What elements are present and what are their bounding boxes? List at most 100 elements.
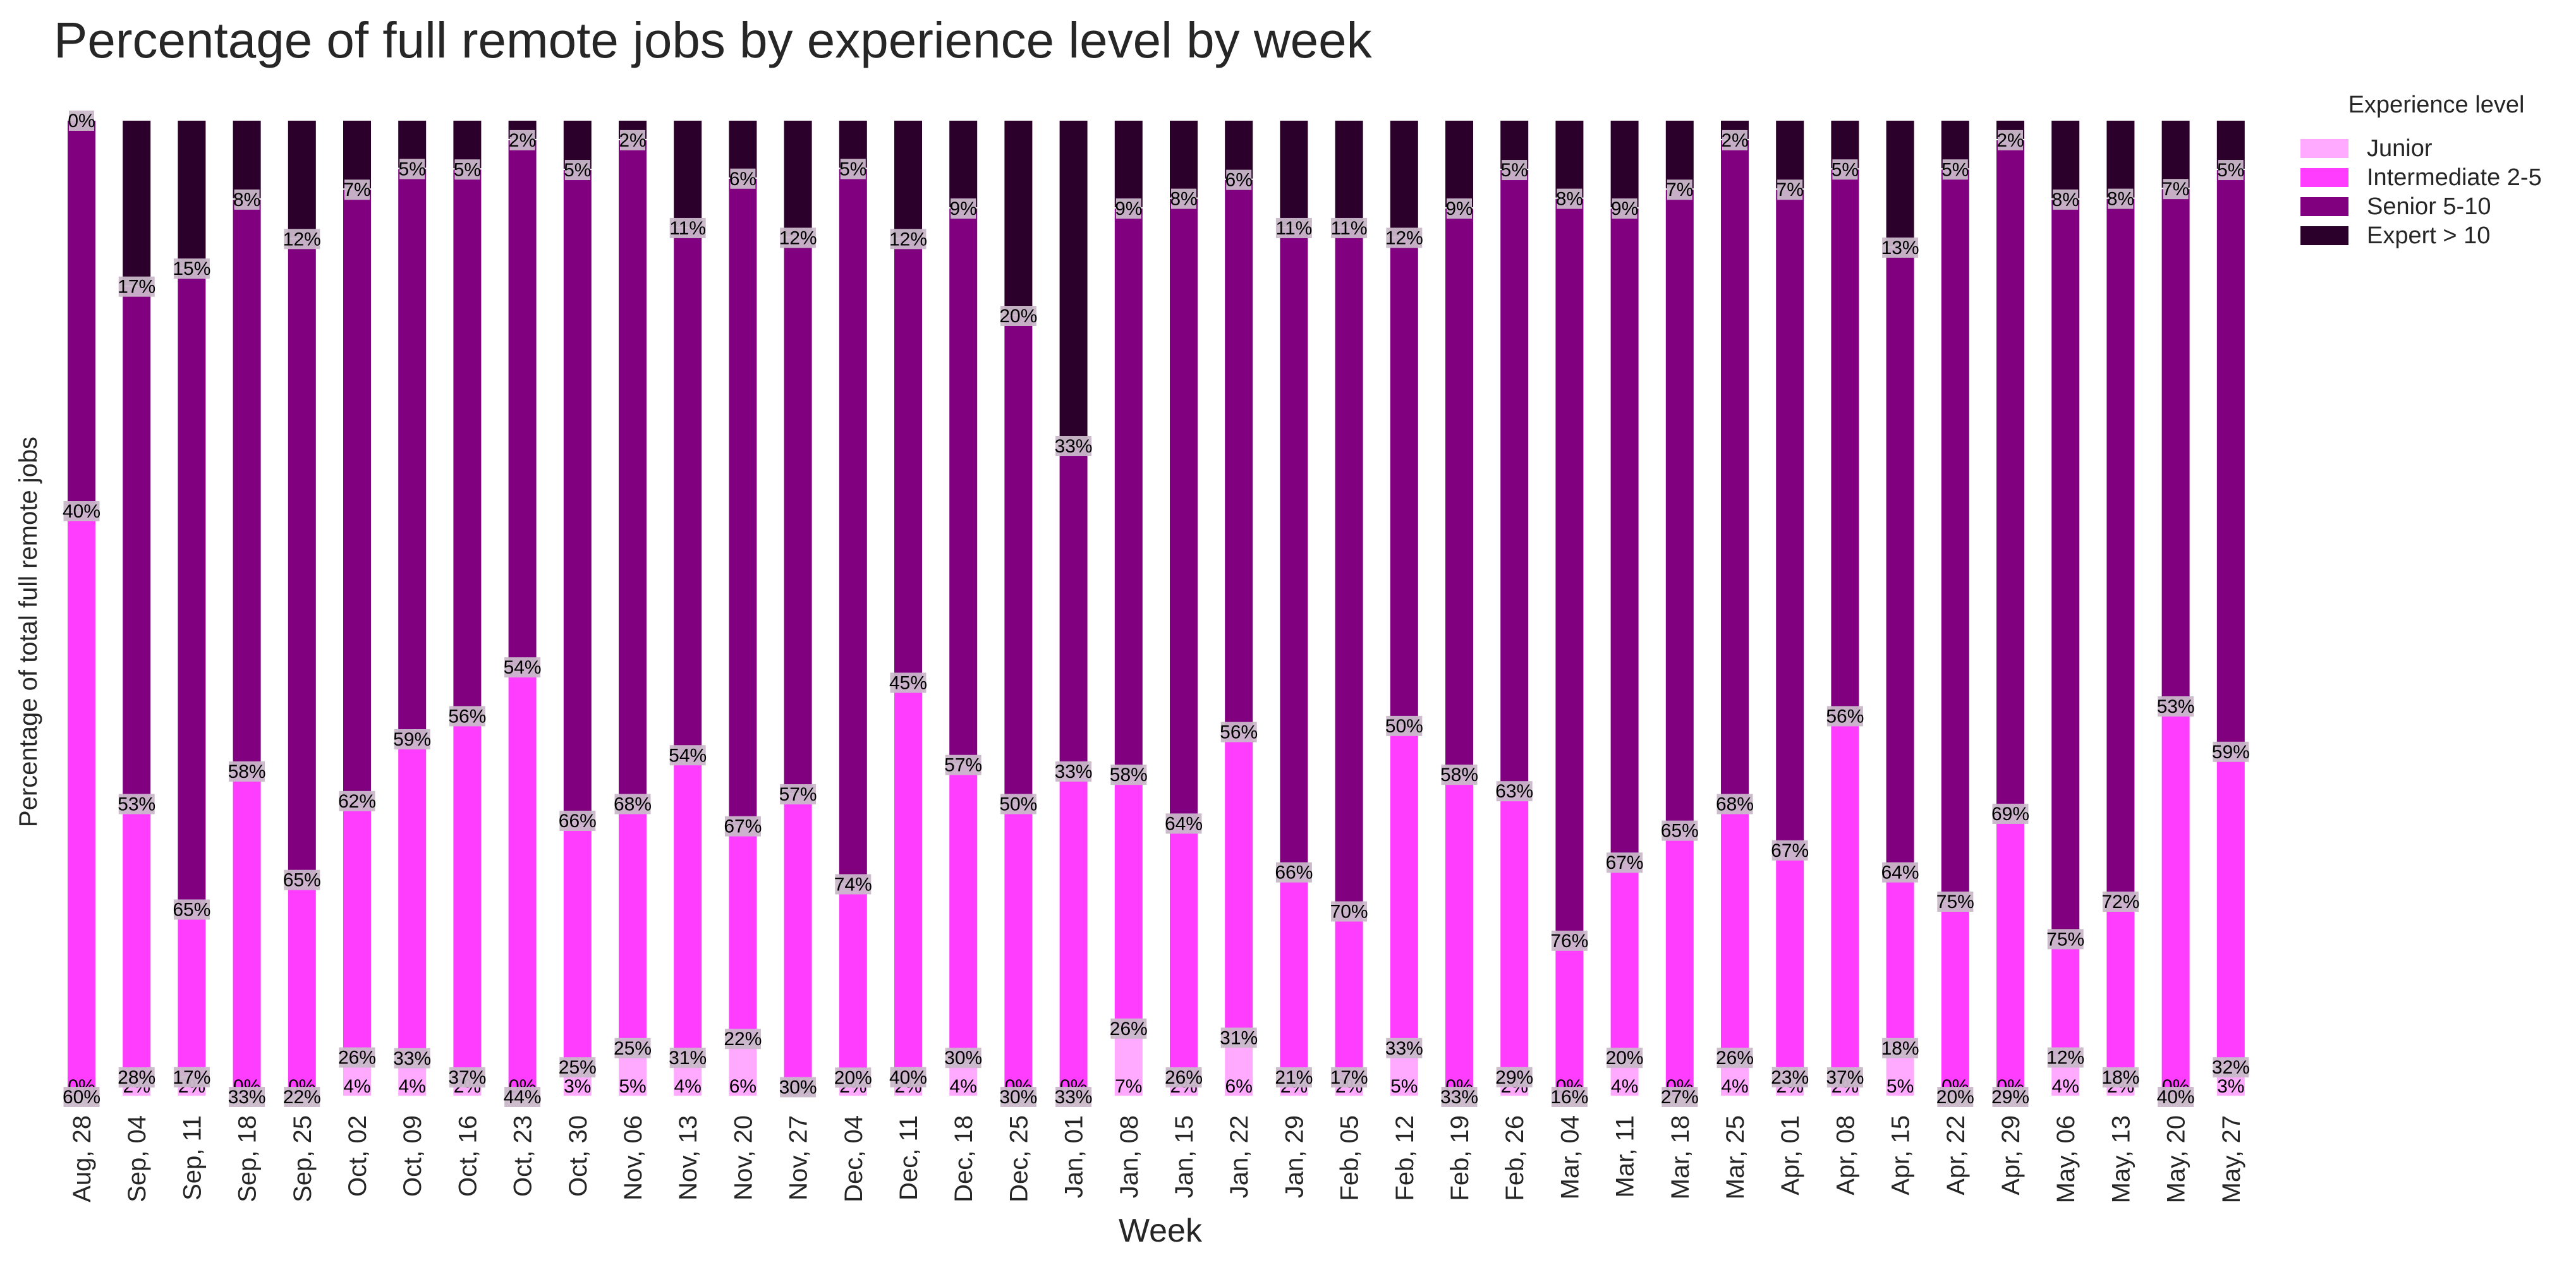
data-label-bg [1165,813,1202,834]
data-label-junior-mar-25: 4% [1721,1076,1748,1097]
data-label-bg [234,189,260,210]
data-label-bg [669,217,706,238]
x-tick-label-mar-18: Mar, 18 [1667,1115,1694,1199]
bar-intermediate-2-5-oct-30 [562,820,593,1068]
x-tick-label-jan-08: Jan, 08 [1115,1115,1143,1198]
data-label-bg [1055,436,1092,456]
data-label-expert-10-nov-13: 11% [669,218,706,239]
data-label-senior-5-10-feb-12: 50% [1385,716,1423,737]
data-label-expert-10-oct-30: 5% [564,160,591,181]
data-label-expert-10-sep-04: 17% [118,277,155,298]
x-tick-label-nov-20: Nov, 20 [729,1115,757,1201]
bar-expert-10-feb-12 [1388,119,1419,238]
data-label-expert-10-oct-02: 7% [343,179,370,200]
data-label-bg [1055,1087,1092,1107]
data-label-expert-10-nov-06: 2% [619,130,646,151]
data-label-bg [1607,852,1643,873]
data-label-intermediate-2-5-jan-22: 31% [1220,1027,1258,1048]
data-label-intermediate-2-5-jan-15: 26% [1165,1067,1203,1088]
legend-swatch-senior-5-10 [2300,197,2348,216]
data-label-bg [1226,169,1252,190]
bar-intermediate-2-5-oct-16 [452,715,483,1078]
data-label-bg [1165,1067,1202,1088]
data-label-senior-5-10-apr-29: 69% [1991,804,2029,825]
data-label-junior-dec-18: 4% [950,1076,977,1097]
data-label-intermediate-2-5-jan-29: 21% [1275,1067,1313,1088]
data-label-bg [1000,1087,1036,1107]
data-label-bg [1386,715,1423,736]
data-label-senior-5-10-jan-22: 56% [1220,722,1258,743]
x-tick-label-sep-04: Sep, 04 [123,1115,151,1202]
x-tick-label-apr-29: Apr, 29 [1997,1115,2025,1195]
data-label-intermediate-2-5-nov-20: 22% [724,1029,762,1050]
bar-intermediate-2-5-jan-29 [1279,871,1309,1078]
data-label-bg [2158,696,2194,717]
bar-intermediate-2-5-feb-05 [1334,910,1364,1078]
bar-intermediate-2-5-dec-18 [948,763,979,1058]
data-label-senior-5-10-feb-05: 70% [1330,901,1368,922]
bar-expert-10-mar-18 [1664,119,1695,190]
bar-expert-10-sep-11 [176,119,207,269]
data-label-bg [2102,1067,2139,1088]
data-label-bg [1331,901,1368,922]
data-label-bg [1275,862,1312,883]
data-label-bg [1171,188,1196,209]
bar-intermediate-2-5-apr-01 [1775,849,1806,1077]
data-label-bg [1000,794,1036,814]
bar-intermediate-2-5-oct-09 [397,738,428,1058]
x-tick-label-jan-22: Jan, 22 [1225,1115,1253,1198]
bar-expert-10-mar-11 [1609,119,1640,209]
legend-label-intermediate-2-5: Intermediate 2-5 [2367,164,2542,191]
bar-expert-10-dec-11 [893,119,923,239]
data-label-bg [1832,159,1858,180]
data-label-senior-5-10-may-20: 53% [2157,696,2195,717]
data-label-bg [1386,1038,1423,1058]
bar-senior-5-10-apr-22 [1940,168,1971,902]
bar-expert-10-nov-13 [672,119,703,228]
bar-expert-10-mar-04 [1554,119,1585,199]
data-label-junior-may-06: 4% [2052,1076,2079,1097]
bar-intermediate-2-5-sep-25 [286,878,317,1097]
data-label-expert-10-mar-04: 8% [1556,189,1583,210]
data-label-senior-5-10-apr-01: 67% [1771,840,1809,861]
data-label-intermediate-2-5-mar-18: 27% [1661,1087,1699,1108]
bar-senior-5-10-may-20 [2160,188,2191,706]
data-label-junior-mar-11: 4% [1611,1076,1638,1097]
data-label-expert-10-jan-22: 6% [1225,170,1253,191]
bar-expert-10-sep-04 [121,119,152,287]
data-label-bg [1667,179,1692,200]
x-tick-label-dec-11: Dec, 11 [895,1115,923,1201]
data-label-expert-10-feb-19: 9% [1445,198,1473,219]
data-label-intermediate-2-5-nov-13: 31% [669,1048,707,1068]
bars-layer [66,119,2246,1098]
bar-senior-5-10-feb-05 [1334,226,1364,912]
data-label-intermediate-2-5-dec-04: 20% [834,1067,872,1088]
bar-expert-10-jan-01 [1058,119,1089,446]
data-label-bg [1777,179,1803,200]
x-tick-label-dec-18: Dec, 18 [950,1115,978,1202]
data-label-bg [1662,1087,1698,1107]
data-label-senior-5-10-sep-25: 65% [283,870,321,891]
data-label-expert-10-feb-12: 12% [1385,227,1423,248]
data-label-bg [614,1038,651,1058]
bar-senior-5-10-dec-25 [1003,315,1034,804]
data-label-bg [1992,1087,2029,1107]
data-label-bg [890,1067,927,1087]
x-tick-label-feb-12: Feb, 12 [1391,1115,1419,1201]
bar-intermediate-2-5-jan-01 [1058,770,1089,1097]
bar-intermediate-2-5-jan-15 [1169,822,1199,1078]
bar-senior-5-10-may-13 [2105,197,2136,902]
data-label-bg [63,501,100,521]
x-tick-label-feb-26: Feb, 26 [1501,1115,1529,1201]
bar-intermediate-2-5-nov-27 [782,793,813,1087]
data-label-senior-5-10-sep-11: 65% [173,899,210,920]
x-tick-label-may-20: May, 20 [2163,1115,2190,1203]
data-label-intermediate-2-5-jan-08: 26% [1110,1019,1148,1039]
data-label-bg [1612,198,1637,219]
data-label-junior-nov-13: 4% [674,1076,702,1097]
data-label-intermediate-2-5-may-20: 40% [2157,1087,2195,1108]
data-label-bg [945,1048,981,1068]
bar-senior-5-10-dec-04 [837,167,868,885]
bar-intermediate-2-5-may-27 [2215,750,2246,1068]
data-label-bg [2053,189,2079,210]
